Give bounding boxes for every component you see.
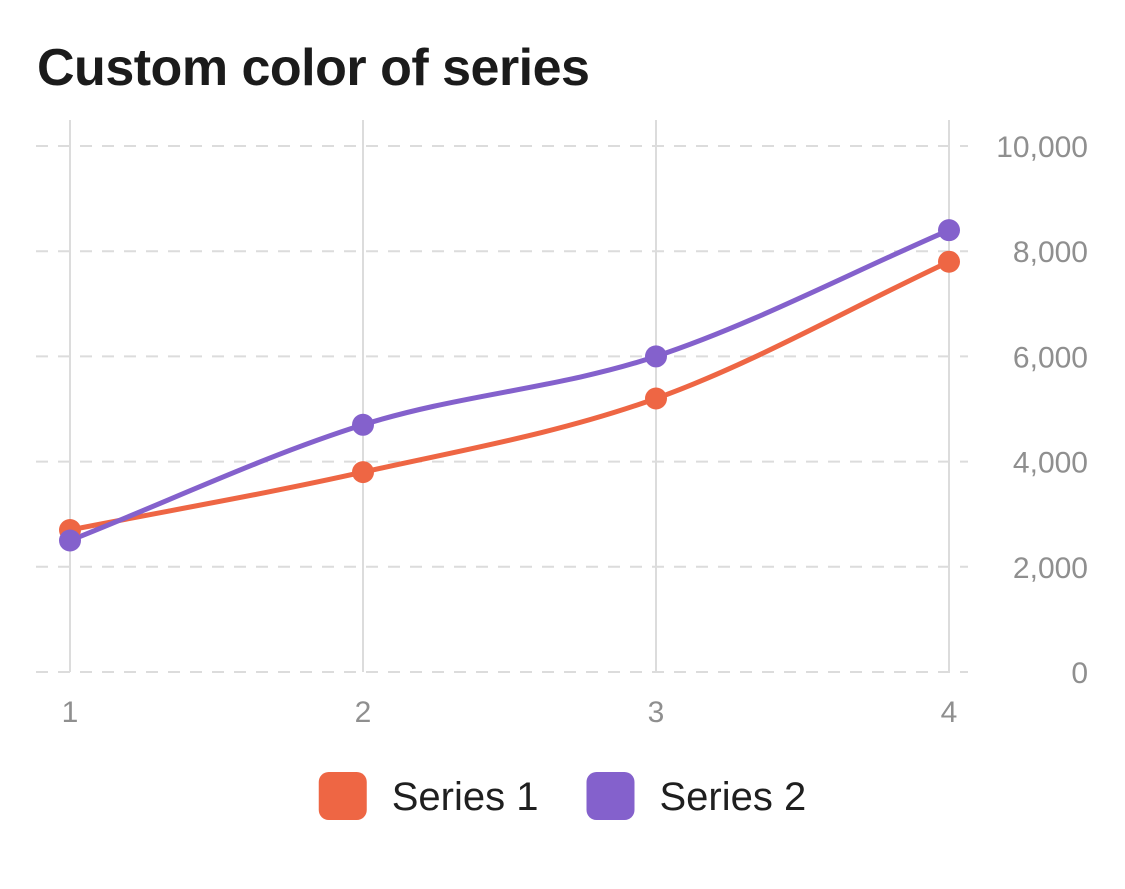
series-layer bbox=[59, 219, 960, 552]
legend: Series 1 Series 2 bbox=[318, 772, 807, 820]
series-1-point[interactable] bbox=[352, 461, 374, 484]
legend-swatch bbox=[318, 772, 367, 820]
legend-label: Series 2 bbox=[660, 775, 807, 819]
y-tick-label: 8,000 bbox=[1013, 236, 1088, 269]
x-tick-label: 4 bbox=[941, 696, 958, 729]
legend-label: Series 1 bbox=[392, 775, 539, 819]
legend-item-series-1[interactable]: Series 1 bbox=[318, 772, 539, 820]
series-2-point[interactable] bbox=[352, 413, 374, 436]
x-tick-label: 1 bbox=[62, 696, 79, 729]
grid bbox=[36, 120, 968, 673]
y-tick-label: 10,000 bbox=[996, 131, 1088, 164]
y-axis-ticks: 0 2,000 4,000 6,000 8,000 10,000 bbox=[996, 131, 1088, 690]
series-1-point[interactable] bbox=[645, 387, 667, 410]
chart-title: Custom color of series bbox=[37, 39, 590, 97]
series-1-line bbox=[67, 259, 952, 533]
y-tick-label: 6,000 bbox=[1013, 341, 1088, 374]
series-2-point[interactable] bbox=[938, 219, 960, 242]
series-2-point[interactable] bbox=[59, 529, 81, 552]
legend-swatch bbox=[586, 772, 635, 820]
x-tick-label: 2 bbox=[355, 696, 372, 729]
y-tick-label: 2,000 bbox=[1013, 552, 1088, 585]
series-2-line bbox=[67, 227, 952, 543]
x-tick-label: 3 bbox=[648, 696, 665, 729]
y-tick-label: 4,000 bbox=[1013, 447, 1088, 480]
y-tick-label: 0 bbox=[1071, 657, 1088, 690]
legend-item-series-2[interactable]: Series 2 bbox=[586, 772, 807, 820]
series-2-point[interactable] bbox=[645, 345, 667, 368]
x-axis-ticks: 1 2 3 4 bbox=[62, 696, 958, 729]
series-1-point[interactable] bbox=[938, 250, 960, 273]
